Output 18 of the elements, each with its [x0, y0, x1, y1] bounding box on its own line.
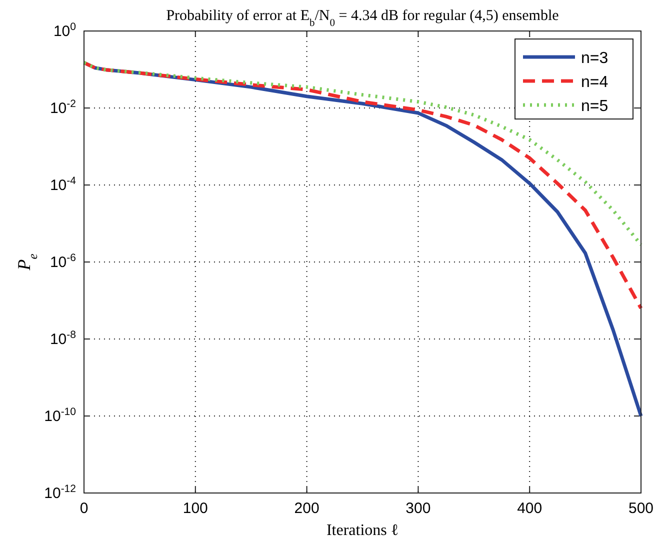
y-tick-label: 10$^{-6}$	[50, 252, 76, 271]
y-tick-label: 10$^{-10}$	[44, 406, 76, 425]
y-tick-label: 10$^{0}$	[53, 21, 76, 40]
x-axis-title: Iterations ℓ	[326, 522, 399, 539]
y-tick-label: 10$^{-12}$	[44, 483, 76, 502]
y-tick-label: 10$^{-4}$	[50, 175, 76, 194]
x-tick-label: 200	[294, 500, 320, 517]
legend-label: n=3	[581, 50, 608, 67]
x-tick-label: 100	[182, 500, 208, 517]
y-tick-label: 10$^{-8}$	[50, 329, 76, 348]
x-tick-label: 0	[80, 500, 88, 517]
x-tick-label: 500	[628, 500, 654, 517]
chart-title: Probability of error at E$_{b}$/N$_{0}$ = 4.34 dB for regular (4,5) ensemble	[166, 8, 560, 28]
x-tick-label: 300	[406, 500, 431, 517]
legend-label: n=5	[581, 98, 608, 115]
x-tick-label: 400	[517, 500, 542, 517]
y-tick-label: 10$^{-2}$	[50, 98, 76, 117]
legend-label: n=4	[581, 74, 608, 91]
